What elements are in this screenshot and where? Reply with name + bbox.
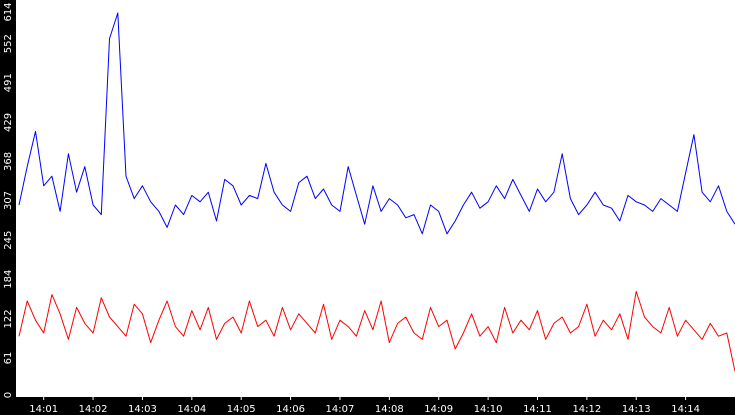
y-tick-label: 245 (3, 231, 14, 250)
x-tick-label: 14:03 (128, 404, 157, 415)
y-tick-label: 184 (3, 270, 14, 289)
x-tick-label: 14:08 (375, 404, 404, 415)
series-line-blue (18, 12, 735, 235)
x-tick-label: 14:02 (79, 404, 108, 415)
y-tick-label: 122 (3, 309, 14, 328)
y-tick-label: 491 (3, 73, 14, 92)
y-tick-label: 368 (3, 152, 14, 171)
y-tick-label: 0 (3, 392, 14, 398)
x-tick-label: 14:10 (474, 404, 503, 415)
y-tick-label: 429 (3, 113, 14, 132)
left-axis-panel (0, 0, 16, 415)
y-tick-label: 61 (3, 352, 14, 365)
x-tick-label: 14:13 (622, 404, 651, 415)
x-tick-label: 14:07 (326, 404, 355, 415)
y-tick-label: 614 (3, 2, 14, 21)
y-tick-label: 307 (3, 191, 14, 210)
x-tick-label: 14:14 (671, 404, 700, 415)
x-tick-label: 14:04 (177, 404, 206, 415)
x-tick-label: 14:12 (572, 404, 601, 415)
x-tick-label: 14:09 (424, 404, 453, 415)
plot-area (16, 0, 735, 397)
x-tick-label: 14:06 (276, 404, 305, 415)
series-layer (18, 12, 735, 372)
x-tick-label: 14:11 (523, 404, 552, 415)
y-axis-ticks: 0 61 122 184 245 307 368 429 491 552 614 (3, 2, 14, 398)
x-tick-label: 14:05 (227, 404, 256, 415)
bottom-axis-panel (0, 397, 735, 415)
x-axis-ticks: 14:01 14:02 14:03 14:04 14:05 14:06 14:07 14:08… (29, 397, 700, 415)
y-tick-label: 552 (3, 34, 14, 53)
series-line-red (18, 290, 735, 372)
x-tick-label: 14:01 (29, 404, 58, 415)
